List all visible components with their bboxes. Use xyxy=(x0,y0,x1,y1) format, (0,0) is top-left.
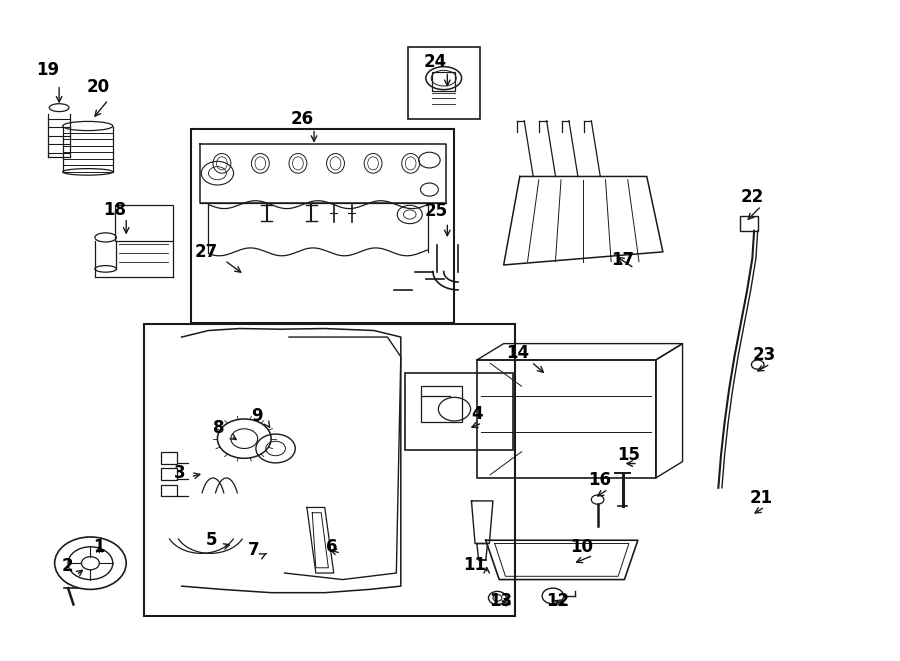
Text: 25: 25 xyxy=(424,202,447,220)
Text: 19: 19 xyxy=(36,61,59,79)
Text: 17: 17 xyxy=(611,251,634,270)
Text: 1: 1 xyxy=(94,538,105,556)
Text: 2: 2 xyxy=(61,557,73,576)
Bar xyxy=(144,324,516,615)
Text: 3: 3 xyxy=(174,465,185,483)
Text: 4: 4 xyxy=(471,405,482,424)
Text: 13: 13 xyxy=(490,592,512,610)
Text: 8: 8 xyxy=(213,418,225,436)
Text: 26: 26 xyxy=(291,110,314,128)
Bar xyxy=(191,130,454,323)
Text: 18: 18 xyxy=(104,201,126,219)
Bar xyxy=(405,373,513,450)
Text: 24: 24 xyxy=(424,53,447,71)
Text: 12: 12 xyxy=(545,592,569,610)
Bar xyxy=(161,451,177,463)
Text: 15: 15 xyxy=(617,446,641,464)
Text: 7: 7 xyxy=(248,541,259,559)
Bar xyxy=(421,386,462,422)
Bar xyxy=(161,468,177,480)
Text: 5: 5 xyxy=(205,531,217,549)
Text: 10: 10 xyxy=(570,538,593,556)
Text: 23: 23 xyxy=(752,346,776,364)
Text: 6: 6 xyxy=(326,538,338,556)
Bar xyxy=(161,485,177,496)
Bar xyxy=(114,205,173,241)
Text: 20: 20 xyxy=(87,78,110,96)
Bar xyxy=(432,71,455,91)
Text: 11: 11 xyxy=(464,556,487,574)
Text: 14: 14 xyxy=(507,344,529,362)
Text: 27: 27 xyxy=(195,243,219,261)
Text: 16: 16 xyxy=(588,471,611,489)
Text: 22: 22 xyxy=(741,188,764,206)
Bar xyxy=(408,48,480,120)
Text: 9: 9 xyxy=(251,407,263,425)
Text: 21: 21 xyxy=(750,489,773,507)
Bar xyxy=(740,216,758,231)
